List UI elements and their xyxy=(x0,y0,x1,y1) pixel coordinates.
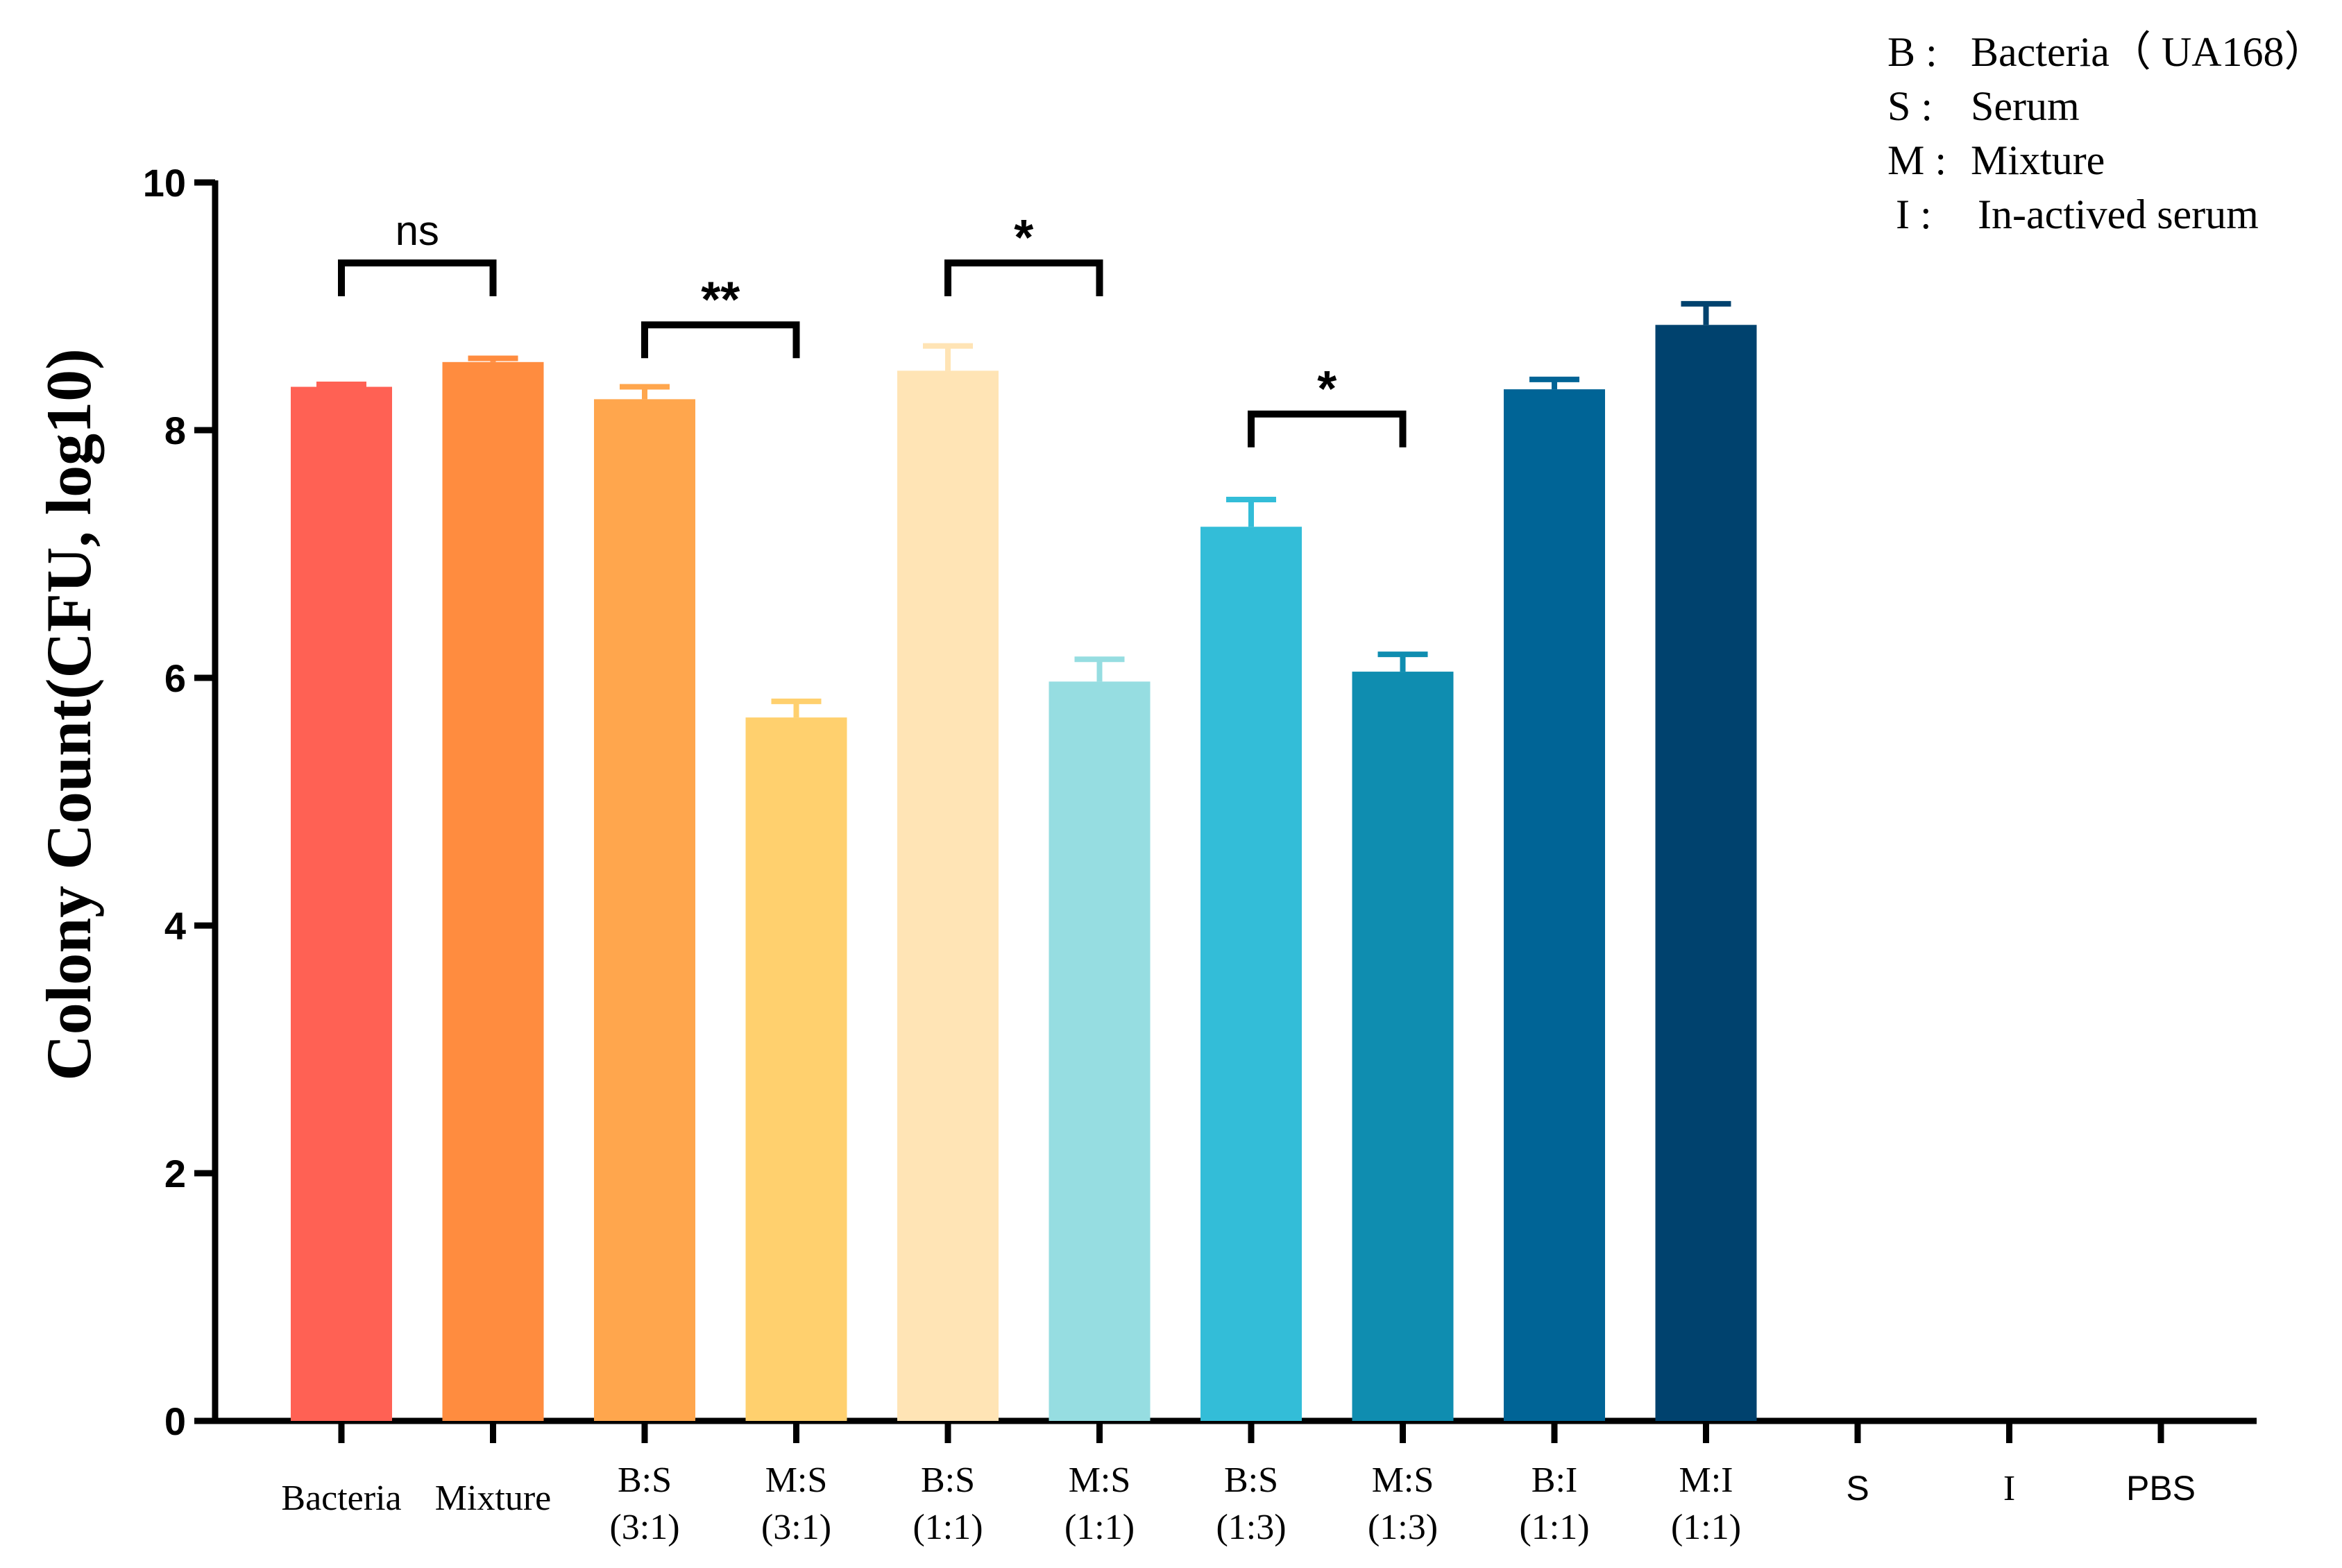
legend: B : Bacteria（ UA168） S : Serum M : Mixture I :… xyxy=(1887,29,2326,237)
axes xyxy=(194,179,2257,1443)
bar xyxy=(442,361,544,1422)
legend-key: I : xyxy=(1896,191,1932,237)
x-tick-label: (3:1) xyxy=(609,1508,679,1547)
bar xyxy=(291,386,392,1421)
legend-key: M : xyxy=(1887,137,1946,183)
x-tick-label: M:S xyxy=(1372,1460,1434,1500)
legend-text: In-actived serum xyxy=(1978,191,2259,237)
x-tick-label: (1:3) xyxy=(1368,1508,1438,1547)
x-tick-label: B:I xyxy=(1531,1460,1577,1500)
x-tick-label: (1:1) xyxy=(1671,1508,1741,1547)
significance-bracket xyxy=(944,259,1103,297)
x-tick-label: (3:1) xyxy=(761,1508,831,1547)
x-tick-label: (1:3) xyxy=(1216,1508,1286,1547)
x-tick-label: (1:1) xyxy=(1064,1508,1135,1547)
legend-text: Bacteria（ UA168） xyxy=(1971,29,2326,75)
significance-bracket xyxy=(1248,410,1407,448)
significance-label: ns xyxy=(396,207,439,254)
bar xyxy=(897,370,999,1421)
y-tick-label: 2 xyxy=(164,1152,186,1195)
significance-bracket xyxy=(338,259,497,297)
significance-label: * xyxy=(1317,361,1337,417)
legend-text: Serum xyxy=(1971,83,2080,129)
x-tick-label: S xyxy=(1846,1469,1869,1508)
y-axis-title: Colony Count(CFU, log10) xyxy=(33,348,104,1080)
x-tick-label: B:S xyxy=(921,1460,975,1500)
x-tick-label: M:S xyxy=(1069,1460,1131,1500)
y-tick-label: 0 xyxy=(164,1399,186,1443)
x-tick-label: B:S xyxy=(1224,1460,1278,1500)
bar xyxy=(745,717,847,1421)
x-tick-label: Bacteria xyxy=(281,1478,401,1518)
bar xyxy=(1200,527,1302,1421)
significance-bracket xyxy=(641,321,800,359)
legend-key: B : xyxy=(1887,29,1937,75)
y-tick-label: 8 xyxy=(164,409,186,452)
y-tick-label: 4 xyxy=(164,904,186,948)
legend-key: S : xyxy=(1887,83,1933,129)
error-bars-group xyxy=(316,300,1731,718)
legend-text: Mixture xyxy=(1971,137,2105,183)
x-tick-label: M:I xyxy=(1679,1460,1733,1500)
bars-group xyxy=(291,325,1757,1422)
bar xyxy=(1049,681,1151,1421)
bar xyxy=(1655,325,1757,1421)
significance-group: ns**** xyxy=(338,207,1407,448)
x-tick-label: Mixture xyxy=(435,1478,552,1518)
x-tick-label: I xyxy=(2003,1469,2015,1508)
x-tick-label: PBS xyxy=(2126,1469,2196,1508)
y-tick-label: 6 xyxy=(164,656,186,700)
bar xyxy=(1352,672,1454,1422)
x-tick-label: B:S xyxy=(618,1460,672,1500)
x-tick-label: M:S xyxy=(765,1460,828,1500)
y-tick-labels: 0 2 4 6 8 10 xyxy=(143,161,186,1443)
x-tick-labels: Bacteria Mixture B:S (3:1) M:S (3:1) B:S (1:1) M… xyxy=(281,1460,2196,1547)
significance-label: ** xyxy=(701,272,740,327)
significance-label: * xyxy=(1014,210,1033,266)
bar xyxy=(594,399,695,1421)
x-tick-label: (1:1) xyxy=(913,1508,983,1547)
x-tick-label: (1:1) xyxy=(1519,1508,1589,1547)
y-tick-label: 10 xyxy=(143,161,186,205)
bar xyxy=(1504,389,1605,1421)
